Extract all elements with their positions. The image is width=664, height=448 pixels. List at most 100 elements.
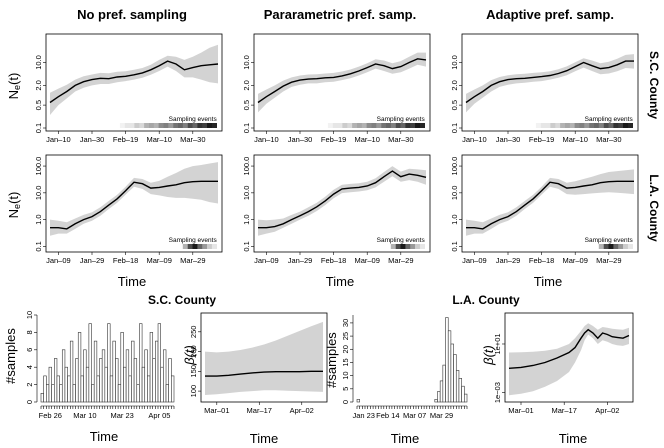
credible-band [258, 52, 426, 113]
histogram-bar [40, 392, 44, 403]
x-tick-label: Feb–18 [113, 256, 138, 265]
sampling-event-cell [149, 244, 155, 249]
sampling-event-cell [579, 123, 585, 128]
sampling-event-cell [589, 244, 595, 249]
panel-ne-la-adapt: Sampling events 0.1 1.0 10.0 100.0 Jan–09 Jan–… [450, 154, 639, 265]
sampling-event-cell [415, 244, 421, 249]
row-label-la-county: L.A. County [647, 174, 661, 242]
sampling-event-cell [207, 123, 213, 128]
y-tick-label: 5 [341, 387, 350, 391]
histogram-bar [107, 323, 111, 403]
sampling-event-cell [211, 123, 217, 128]
histogram-bar [51, 384, 55, 403]
histogram-bar [99, 358, 103, 403]
x-tick-label: Mar–09 [354, 256, 379, 265]
sampling-event-cell [386, 123, 392, 128]
sampling-event-cell [545, 244, 551, 249]
sampling-event-cell [332, 244, 338, 249]
histogram-bar [80, 375, 84, 403]
sampling-event-cell [144, 123, 150, 128]
sampling-event-cell [202, 123, 208, 128]
sampling-event-cell [361, 123, 367, 128]
histogram-bar [83, 349, 87, 403]
histogram-bar [168, 358, 172, 403]
y-tick-label: 0 [341, 400, 350, 404]
median-line [258, 170, 427, 229]
credible-band [205, 321, 323, 395]
sampling-event-cell [197, 244, 203, 249]
x-tick-label: Apr–02 [290, 406, 314, 415]
sampling-event-cell [560, 123, 566, 128]
histogram-bar [464, 393, 468, 403]
sampling-event-cell [579, 244, 585, 249]
beta-ylabel-la: β(t) [481, 345, 496, 366]
sampling-event-cell [173, 123, 179, 128]
histogram-bar [442, 364, 446, 403]
sampling-event-cell [589, 123, 595, 128]
x-tick-label: Jan–30 [288, 135, 313, 144]
x-tick-label: Jan–30 [496, 135, 521, 144]
x-tick-label: Mar–01 [508, 406, 533, 415]
x-tick-label: Mar–30 [596, 135, 621, 144]
time-label-col1: Time [118, 274, 146, 289]
histogram-bar [93, 340, 98, 403]
sampling-event-cell [535, 244, 541, 249]
sampling-event-cell [603, 123, 609, 128]
x-tick-label: Jan–10 [254, 135, 279, 144]
credible-band [466, 54, 634, 113]
column-title-no-pref: No pref. sampling [77, 7, 187, 22]
sampling-events-label: Sampling events [169, 116, 218, 123]
ne-ylabel-top: Ne(t) [6, 73, 22, 100]
histogram-bar [356, 399, 360, 403]
x-tick-label: Mar 07 [403, 411, 426, 420]
panel-frame [253, 154, 431, 253]
histogram-bar [109, 375, 114, 403]
sampling-event-cell [386, 244, 392, 249]
sampling-event-cell [584, 123, 590, 128]
histogram-bar [157, 323, 161, 403]
sampling-event-cell [371, 123, 377, 128]
median-line [50, 180, 218, 230]
sampling-event-cell [390, 244, 396, 249]
x-tick-label: Jan–10 [46, 135, 71, 144]
y-tick-label: 0 [25, 400, 34, 404]
y-tick-label: 250 [189, 326, 198, 339]
sampling-event-cell [342, 123, 348, 128]
sampling-events-label: Sampling events [169, 237, 218, 244]
time-label-beta-sc: Time [250, 431, 278, 446]
histogram-bar [434, 399, 438, 403]
x-tick-label: Feb–18 [321, 256, 346, 265]
sampling-event-cell [357, 244, 363, 249]
sampling-event-cell [163, 244, 169, 249]
histogram-bar [43, 375, 47, 403]
panel-frame [253, 33, 431, 132]
y-tick-label: 30 [341, 319, 350, 327]
y-tick-label: 0.1 [34, 123, 43, 133]
histogram-bar [53, 358, 58, 403]
histogram-bar [120, 332, 124, 403]
sampling-event-cell [395, 123, 401, 128]
sampling-event-cell [410, 244, 416, 249]
sampling-event-cell [381, 123, 387, 128]
sampling-event-cell [352, 123, 358, 128]
sampling-event-cell [168, 123, 174, 128]
x-tick-label: Mar–17 [551, 406, 576, 415]
y-tick-label: 2 [25, 383, 34, 387]
sampling-event-cell [366, 123, 372, 128]
panel-ne-la-param: Sampling events 0.1 1.0 10.0 100.0 Jan–09 Jan–… [242, 154, 431, 265]
histogram-bar [115, 358, 119, 403]
panel-frame [504, 312, 634, 403]
y-tick-label: 100 [189, 385, 198, 398]
median-line [465, 60, 634, 104]
histogram-bar [144, 349, 148, 403]
sampling-event-cell [574, 244, 580, 249]
histogram-bar [147, 375, 151, 403]
sampling-event-cell [361, 244, 367, 249]
histogram-bar [91, 384, 95, 403]
sampling-event-cell [376, 244, 382, 249]
x-tick-label: Mar 10 [73, 411, 96, 420]
x-tick-label: Feb–19 [529, 135, 554, 144]
sampling-event-cell [192, 244, 198, 249]
sampling-event-cell [178, 244, 184, 249]
time-label-hist-sc: Time [90, 429, 118, 444]
